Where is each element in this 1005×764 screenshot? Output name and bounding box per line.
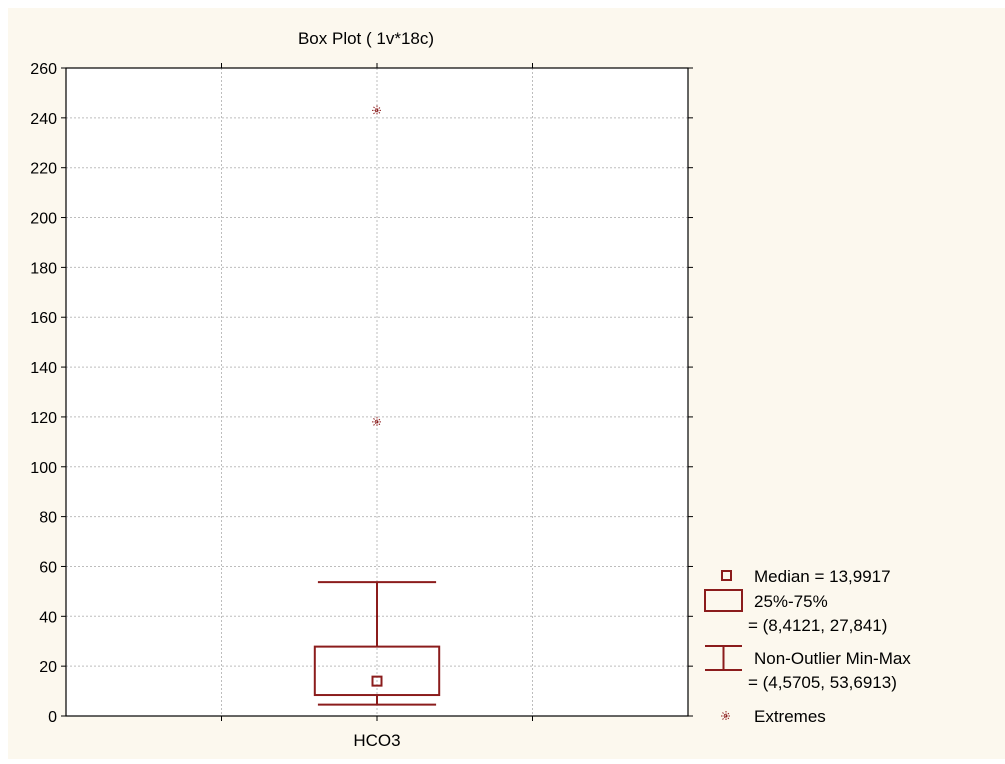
legend-box-symbol [704,589,743,612]
extreme-marker-ray [373,418,381,426]
extreme-marker [372,105,382,116]
extreme-marker [372,416,382,427]
legend-extreme-symbol [722,712,730,720]
y-tick-label: 160 [30,310,57,327]
legend: Median = 13,9917 25%-75% = (8,4121, 27,841… [704,567,911,726]
legend-extreme-symbol [722,712,730,720]
legend-entry-median: Median = 13,9917 [721,567,891,586]
chart-title: Box Plot ( 1v*18c) [298,29,434,48]
y-tick-label: 0 [48,709,57,726]
y-tick-label: 220 [30,161,57,178]
extreme-marker-ray [373,106,381,115]
box-series [313,105,441,706]
legend-entry-extreme: Extremes [721,707,826,726]
y-tick-label: 260 [30,61,57,78]
box-HCO3 [313,105,441,706]
legend-label: 25%-75% [754,592,828,611]
y-tick-label: 200 [30,211,57,228]
y-tick-label: 20 [39,659,57,676]
legend-label: = (8,4121, 27,841) [748,616,887,635]
legend-label: = (4,5705, 53,6913) [748,673,897,692]
legend-median-symbol [721,570,732,581]
x-axis: HCO3 [221,63,533,750]
extreme-marker-ray [373,418,381,426]
y-tick-label: 60 [39,559,57,576]
y-tick-label: 100 [30,460,57,477]
y-axis: 0 20 40 60 80 100 120 140 160 180 200 220 240 260 [30,61,693,726]
y-tick-label: 240 [30,111,57,128]
legend-label: Extremes [754,707,826,726]
legend-label: Median = 13,9917 [754,567,891,586]
y-tick-label: 140 [30,360,57,377]
iqr-box [313,645,441,697]
y-tick-label: 80 [39,510,57,527]
y-tick-label: 120 [30,410,57,427]
median-marker [371,675,383,687]
legend-entry-box: 25%-75% = (8,4121, 27,841) [704,589,887,635]
legend-label: Non-Outlier Min-Max [754,649,911,668]
x-tick-label: HCO3 [353,731,400,750]
extreme-marker-ray [373,106,381,115]
legend-entry-whisker: Non-Outlier Min-Max = (4,5705, 53,6913) [705,645,911,692]
y-tick-label: 180 [30,260,57,277]
y-tick-label: 40 [39,609,57,626]
